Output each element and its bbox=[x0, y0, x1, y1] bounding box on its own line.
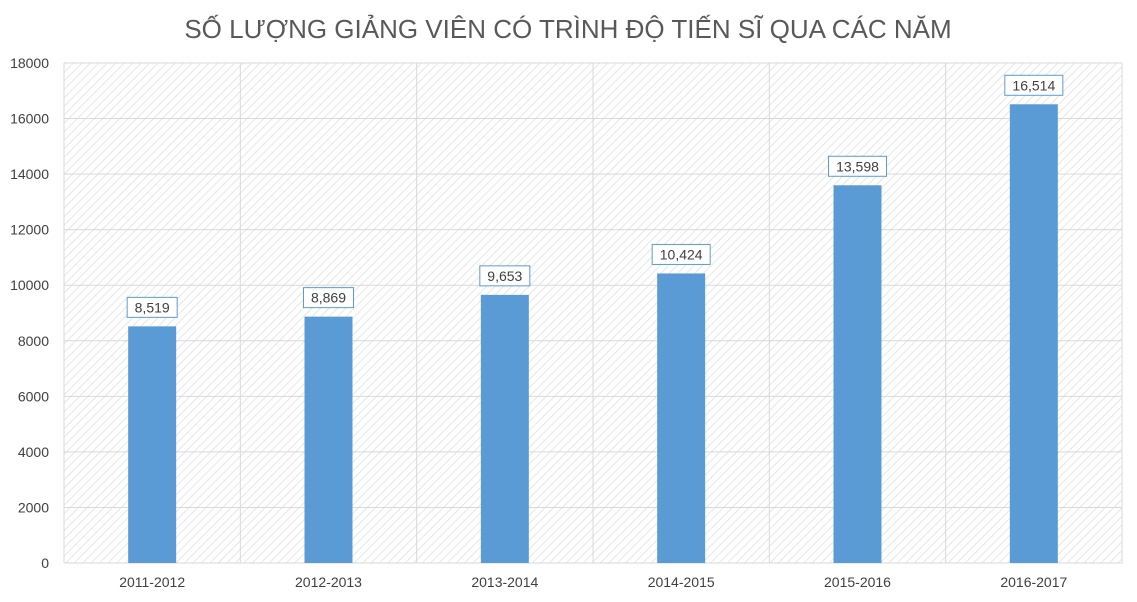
x-axis: 2011-2012 2012-2013 2013-2014 2014-2015 2015… bbox=[119, 574, 1067, 590]
y-tick-label: 2000 bbox=[18, 499, 49, 515]
chart-title: SỐ LƯỢNG GIẢNG VIÊN CÓ TRÌNH ĐỘ TIẾN SĨ … bbox=[184, 14, 951, 44]
y-tick-label: 16000 bbox=[10, 111, 49, 127]
y-tick-label: 0 bbox=[41, 555, 49, 571]
x-tick-label: 2015-2016 bbox=[824, 574, 891, 590]
y-tick-label: 12000 bbox=[10, 222, 49, 238]
data-labels: 8,519 8,869 9,653 10,424 13,598 16,514 bbox=[126, 74, 1064, 318]
data-label: 8,519 bbox=[135, 299, 170, 315]
data-label: 8,869 bbox=[311, 290, 346, 306]
data-label-box bbox=[303, 287, 354, 309]
y-tick-label: 8000 bbox=[18, 333, 49, 349]
bar bbox=[833, 185, 882, 563]
data-label-box bbox=[126, 296, 178, 318]
data-label: 9,653 bbox=[487, 268, 522, 284]
gridlines bbox=[63, 62, 1123, 564]
y-tick-label: 4000 bbox=[18, 444, 49, 460]
x-tick-label: 2011-2012 bbox=[119, 574, 185, 590]
data-label-box bbox=[1004, 74, 1064, 96]
data-label: 13,598 bbox=[836, 158, 879, 174]
x-tick-label: 2016-2017 bbox=[1000, 574, 1067, 590]
y-tick-label: 14000 bbox=[10, 166, 49, 182]
data-label: 10,424 bbox=[660, 246, 703, 262]
y-tick-label: 10000 bbox=[10, 277, 49, 293]
bar bbox=[480, 294, 529, 563]
bar bbox=[304, 316, 353, 563]
bar bbox=[128, 326, 177, 563]
x-tick-label: 2014-2015 bbox=[648, 574, 715, 590]
x-tick-label: 2013-2014 bbox=[471, 574, 538, 590]
y-tick-label: 18000 bbox=[10, 55, 49, 71]
y-axis: 0 2000 4000 6000 8000 10000 12000 14000 16000 180… bbox=[10, 55, 49, 571]
bar bbox=[1009, 104, 1058, 564]
y-tick-label: 6000 bbox=[18, 388, 49, 404]
data-label: 16,514 bbox=[1012, 77, 1055, 93]
data-label-box bbox=[828, 155, 887, 177]
bar bbox=[657, 273, 706, 563]
bars bbox=[128, 104, 1058, 564]
data-label-box bbox=[651, 243, 711, 265]
x-tick-label: 2012-2013 bbox=[295, 574, 362, 590]
data-label-box bbox=[479, 265, 531, 287]
